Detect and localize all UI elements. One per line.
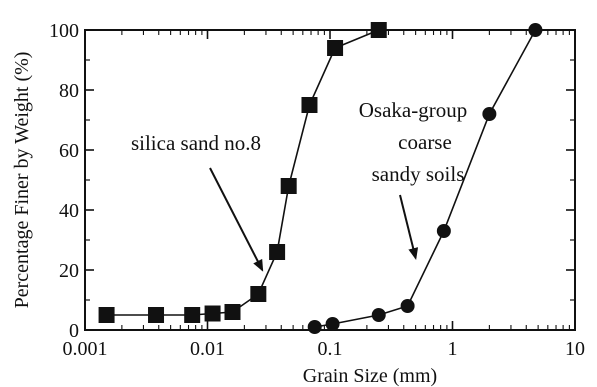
series-1	[307, 23, 543, 334]
y-axis-label: Percentage Finer by Weight (%)	[11, 52, 33, 309]
annotation-arrow	[209, 167, 264, 272]
y-tick-label: 20	[59, 260, 79, 282]
y-tick-label: 80	[59, 80, 79, 102]
data-point-circle	[400, 299, 415, 313]
y-tick-label: 40	[59, 200, 79, 222]
data-point-square	[301, 97, 318, 113]
x-tick-label: 10	[565, 338, 585, 360]
data-point-square	[148, 307, 165, 323]
y-tick-label: 0	[69, 320, 79, 342]
tick-labels: 0 20 40 60 80 100 0.001 0.01 0.1 1 10	[49, 20, 585, 360]
data-point-circle	[528, 23, 543, 37]
data-point-square	[280, 178, 297, 194]
y-tick-label: 60	[59, 140, 79, 162]
annotation-0: silica sand no.8	[131, 131, 264, 272]
x-tick-label: 1	[448, 338, 458, 360]
x-tick-label: 0.01	[190, 338, 225, 360]
data-point-circle	[371, 308, 386, 322]
data-point-square	[269, 244, 286, 260]
annotation-arrow	[399, 194, 419, 260]
data-point-square	[224, 304, 241, 320]
data-point-circle	[482, 107, 497, 121]
data-point-square	[184, 307, 201, 323]
annotation-label: Osaka-group	[359, 98, 467, 122]
data-point-circle	[325, 317, 340, 331]
x-tick-label: 0.1	[318, 338, 343, 360]
data-point-square	[204, 305, 221, 322]
data-point-square	[370, 22, 387, 38]
annotation-label: sandy soils	[372, 162, 465, 186]
x-axis-label: Grain Size (mm)	[303, 365, 437, 387]
annotation-1: Osaka-group coarse sandy soils	[359, 98, 467, 260]
x-tick-label: 0.001	[63, 338, 108, 360]
data-point-circle	[307, 320, 322, 334]
series-layer	[98, 22, 543, 334]
series-0	[98, 22, 387, 323]
y-tick-label: 100	[49, 20, 79, 42]
data-point-square	[98, 307, 115, 323]
annotation-label: silica sand no.8	[131, 131, 261, 155]
annotations: silica sand no.8 Osaka-group coarse sandy s…	[131, 98, 467, 272]
data-point-circle	[436, 224, 451, 238]
data-point-square	[327, 40, 344, 56]
annotation-label: coarse	[398, 130, 452, 154]
data-point-square	[250, 286, 267, 302]
